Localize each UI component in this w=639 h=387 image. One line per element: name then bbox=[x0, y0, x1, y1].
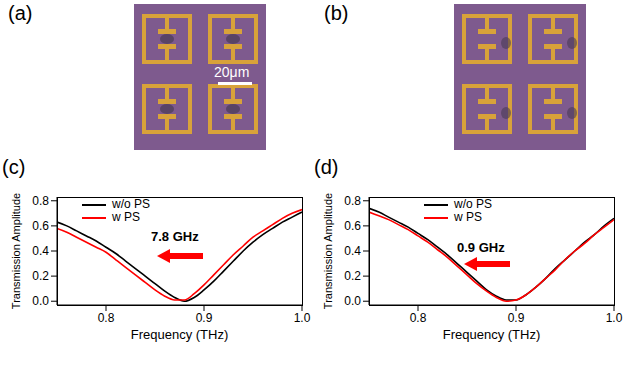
html-text:w PS: w PS bbox=[112, 210, 140, 224]
html-text:Transmission Amplitude: Transmission Amplitude bbox=[10, 192, 22, 310]
html-text:w PS: w PS bbox=[454, 210, 482, 224]
html-text:Frequency (THz): Frequency (THz) bbox=[130, 327, 229, 342]
svg-text:0.9: 0.9 bbox=[196, 311, 213, 325]
svg-text:0.2: 0.2 bbox=[32, 269, 49, 283]
html-text:Transmission Amplitude: Transmission Amplitude bbox=[322, 192, 334, 310]
svg-text:0.6: 0.6 bbox=[32, 219, 49, 233]
html-text:w/o PS: w/o PS bbox=[112, 197, 150, 211]
svg-text:0.8: 0.8 bbox=[32, 194, 49, 208]
svg-text:0.9: 0.9 bbox=[508, 311, 525, 325]
html-text:(c): (c) bbox=[2, 156, 26, 178]
html-text:(a): (a) bbox=[8, 2, 33, 24]
svg-text:1.0: 1.0 bbox=[606, 311, 623, 325]
svg-text:0.4: 0.4 bbox=[32, 244, 49, 258]
html-text:Frequency (THz): Frequency (THz) bbox=[442, 327, 541, 342]
html-text:(d): (d) bbox=[314, 156, 339, 178]
svg-text:0.0: 0.0 bbox=[32, 294, 49, 308]
svg-text:1.0: 1.0 bbox=[294, 311, 311, 325]
svg-text:0.4: 0.4 bbox=[344, 244, 361, 258]
svg-text:0.0: 0.0 bbox=[344, 294, 361, 308]
svg-text:0.8: 0.8 bbox=[410, 311, 427, 325]
html-text:(b): (b) bbox=[324, 2, 349, 24]
svg-text:0.6: 0.6 bbox=[344, 219, 361, 233]
html-text:7.8 GHz: 7.8 GHz bbox=[151, 229, 199, 244]
svg-text:0.2: 0.2 bbox=[344, 269, 361, 283]
svg-text:0.8: 0.8 bbox=[344, 194, 361, 208]
html-text:0.9 GHz: 0.9 GHz bbox=[457, 240, 505, 255]
html-text:20μm: 20μm bbox=[214, 64, 250, 80]
svg-text:0.8: 0.8 bbox=[98, 311, 115, 325]
html-text:w/o PS: w/o PS bbox=[454, 197, 492, 211]
